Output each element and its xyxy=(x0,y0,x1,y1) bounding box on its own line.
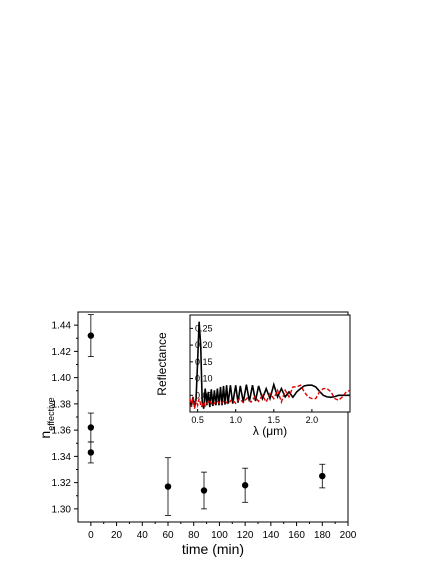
main-y-tick-label: 1.40 xyxy=(52,373,72,384)
data-point xyxy=(200,487,208,494)
inset-y-tick-label: 0.15 xyxy=(195,357,213,367)
main-x-tick-label: 200 xyxy=(340,530,357,541)
main-x-tick-label: 20 xyxy=(111,530,123,541)
inset-x-axis-title: λ (μm) xyxy=(253,424,287,438)
inset-x-tick-label: 1.5 xyxy=(268,415,281,425)
main-data-points xyxy=(87,332,326,494)
main-x-tick-label: 160 xyxy=(288,530,305,541)
data-point xyxy=(87,449,95,456)
main-y-axis-title-main: n xyxy=(37,431,53,439)
data-point xyxy=(87,424,95,431)
main-y-tick-label: 1.38 xyxy=(52,399,72,410)
main-y-tick-label: 1.30 xyxy=(52,504,72,515)
inset-curve-dashed xyxy=(189,384,351,410)
main-x-tick-label: 140 xyxy=(263,530,280,541)
main-x-tick-label: 120 xyxy=(237,530,254,541)
main-y-tick-label: 1.44 xyxy=(52,321,72,332)
inset-x-tick-label: 2.0 xyxy=(306,415,319,425)
inset-y-axis: 0.05 0.10 0.15 0.20 0.25 xyxy=(190,323,213,400)
inset-x-tick-label: 1.0 xyxy=(229,415,242,425)
main-y-tick-label: 1.34 xyxy=(52,452,72,463)
inset-y-tick-label: 0.20 xyxy=(195,340,213,350)
main-y-tick-label: 1.42 xyxy=(52,347,72,358)
data-point xyxy=(241,482,249,489)
main-x-tick-label: 100 xyxy=(211,530,228,541)
main-y-tick-label: 1.36 xyxy=(52,426,72,437)
main-y-tick-label: 1.32 xyxy=(52,478,72,489)
inset-y-axis-title: Reflectance xyxy=(155,332,169,396)
inset-x-tick-label: 0.5 xyxy=(191,415,204,425)
data-point xyxy=(164,483,172,490)
inset-x-axis: 0.5 1.0 1.5 2.0 xyxy=(191,409,318,425)
inset-y-tick-label: 0.05 xyxy=(195,390,213,400)
main-x-tick-label: 180 xyxy=(314,530,331,541)
inset-curve-solid xyxy=(189,321,350,409)
inset-curves xyxy=(189,321,351,410)
main-y-axis-title-subscript: effective xyxy=(46,397,56,430)
main-x-axis: 0 20 40 60 80 100 120 140 160 180 200 xyxy=(88,522,357,541)
main-y-axis-title: neffective xyxy=(37,397,56,438)
main-x-tick-label: 60 xyxy=(162,530,174,541)
main-x-tick-label: 0 xyxy=(88,530,94,541)
main-x-tick-label: 40 xyxy=(137,530,149,541)
svg-text:neffective: neffective xyxy=(37,397,56,438)
inset-y-tick-label: 0.10 xyxy=(195,374,213,384)
inset-y-tick-label: 0.25 xyxy=(195,323,213,333)
main-y-axis: 1.30 1.32 1.34 1.36 1.38 1.40 1.42 1.44 xyxy=(52,321,78,515)
data-point xyxy=(87,332,95,339)
data-point xyxy=(319,472,326,480)
main-x-axis-title: time (min) xyxy=(182,541,244,557)
main-x-tick-label: 80 xyxy=(188,530,200,541)
